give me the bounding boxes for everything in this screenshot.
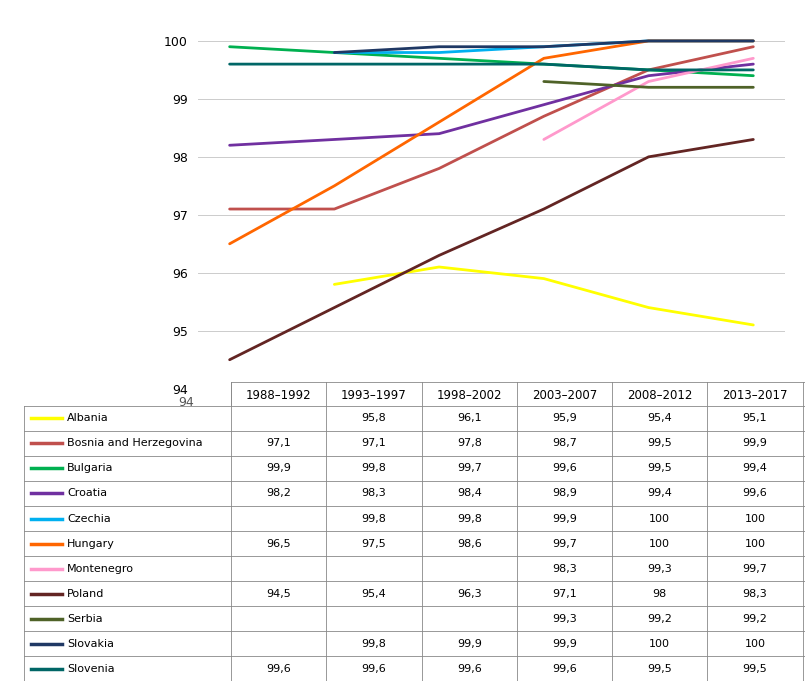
Text: 99,2: 99,2	[743, 614, 768, 623]
Text: 96,1: 96,1	[457, 413, 481, 423]
Text: Serbia: Serbia	[67, 614, 103, 623]
Text: 98,4: 98,4	[457, 488, 481, 499]
Text: Montenegro: Montenegro	[67, 563, 134, 574]
Text: 99,9: 99,9	[457, 638, 481, 649]
Text: 98,9: 98,9	[552, 488, 577, 499]
Text: 98: 98	[653, 588, 667, 599]
Text: 1988–1992: 1988–1992	[246, 389, 311, 402]
Text: 95,9: 95,9	[552, 413, 577, 423]
Text: 100: 100	[650, 513, 670, 524]
Text: Slovenia: Slovenia	[67, 664, 115, 674]
Text: 99,9: 99,9	[743, 438, 768, 449]
Text: 1993–1997: 1993–1997	[341, 389, 407, 402]
Text: 98,6: 98,6	[457, 539, 481, 548]
Text: 99,7: 99,7	[552, 539, 577, 548]
Text: 99,6: 99,6	[743, 488, 768, 499]
Text: 98,3: 98,3	[362, 488, 387, 499]
Text: 99,6: 99,6	[457, 664, 481, 674]
Text: 100: 100	[650, 539, 670, 548]
Text: 100: 100	[744, 513, 765, 524]
Text: 97,5: 97,5	[362, 539, 387, 548]
Text: 95,1: 95,1	[743, 413, 767, 423]
Text: 99,7: 99,7	[457, 464, 481, 473]
Text: 96,3: 96,3	[457, 588, 481, 599]
Text: 98,3: 98,3	[552, 563, 577, 574]
Text: Poland: Poland	[67, 588, 104, 599]
Text: 99,6: 99,6	[552, 464, 577, 473]
Text: 94: 94	[179, 396, 194, 409]
Text: Croatia: Croatia	[67, 488, 108, 499]
Text: Bulgaria: Bulgaria	[67, 464, 114, 473]
Text: 99,6: 99,6	[362, 664, 387, 674]
Text: Hungary: Hungary	[67, 539, 115, 548]
Text: 98,7: 98,7	[552, 438, 577, 449]
Text: 99,9: 99,9	[552, 513, 577, 524]
Text: 99,5: 99,5	[647, 438, 672, 449]
Text: 100: 100	[744, 539, 765, 548]
Text: 97,8: 97,8	[457, 438, 481, 449]
Text: 97,1: 97,1	[362, 438, 387, 449]
Text: 99,9: 99,9	[266, 464, 291, 473]
Text: 99,4: 99,4	[647, 488, 672, 499]
Text: 99,8: 99,8	[362, 513, 387, 524]
Text: 100: 100	[744, 638, 765, 649]
Text: 1998–2002: 1998–2002	[437, 389, 502, 402]
Text: 99,2: 99,2	[647, 614, 672, 623]
Text: 98,2: 98,2	[266, 488, 291, 499]
Text: 99,8: 99,8	[362, 464, 387, 473]
Text: Albania: Albania	[67, 413, 109, 423]
Text: 99,8: 99,8	[457, 513, 481, 524]
Text: 99,8: 99,8	[362, 638, 387, 649]
Text: 95,8: 95,8	[362, 413, 387, 423]
Text: 99,5: 99,5	[743, 664, 768, 674]
Text: 99,5: 99,5	[647, 464, 672, 473]
Text: 2013–2017: 2013–2017	[722, 389, 788, 402]
Text: 97,1: 97,1	[552, 588, 577, 599]
Text: 100: 100	[650, 638, 670, 649]
Text: 2003–2007: 2003–2007	[532, 389, 597, 402]
Text: Bosnia and Herzegovina: Bosnia and Herzegovina	[67, 438, 203, 449]
Text: 99,4: 99,4	[743, 464, 768, 473]
Text: 95,4: 95,4	[647, 413, 672, 423]
Text: 99,9: 99,9	[552, 638, 577, 649]
Text: 96,5: 96,5	[266, 539, 291, 548]
Text: 94,5: 94,5	[266, 588, 291, 599]
Text: 97,1: 97,1	[266, 438, 291, 449]
Text: 99,7: 99,7	[743, 563, 768, 574]
Text: Czechia: Czechia	[67, 513, 111, 524]
Text: 99,3: 99,3	[552, 614, 577, 623]
Text: 98,3: 98,3	[743, 588, 768, 599]
Text: 99,5: 99,5	[647, 664, 672, 674]
Text: 99,6: 99,6	[552, 664, 577, 674]
Text: 95,4: 95,4	[362, 588, 387, 599]
Text: Slovakia: Slovakia	[67, 638, 114, 649]
Text: 2008–2012: 2008–2012	[627, 389, 693, 402]
Text: 99,6: 99,6	[266, 664, 291, 674]
Text: 99,3: 99,3	[647, 563, 672, 574]
